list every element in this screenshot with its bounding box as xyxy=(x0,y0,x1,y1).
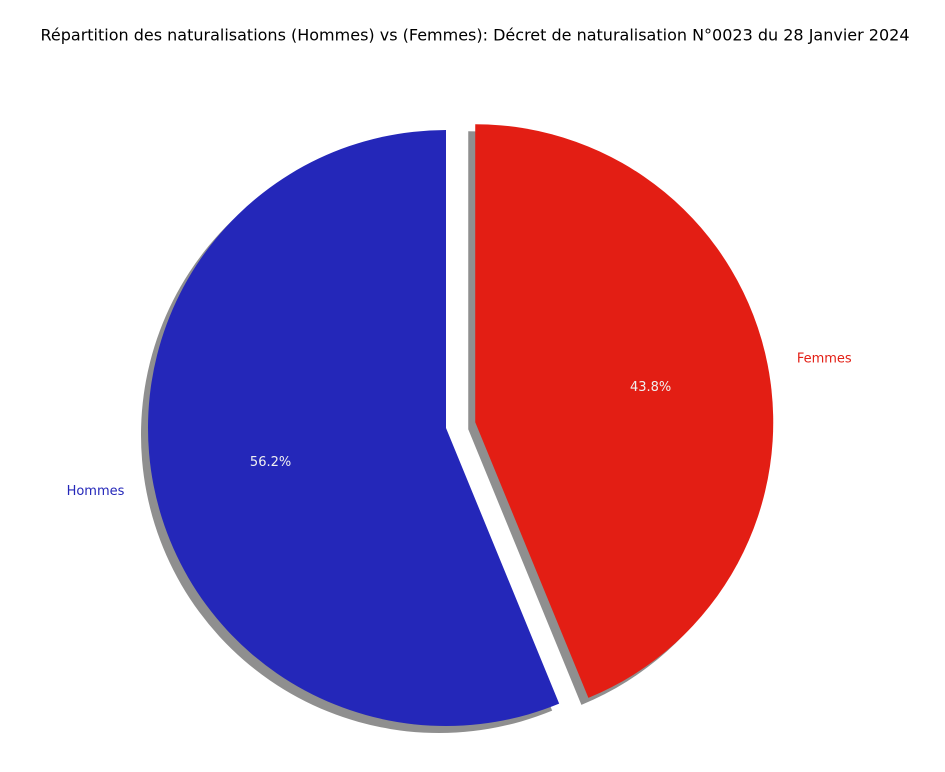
slice xyxy=(148,130,560,727)
slice xyxy=(475,124,774,698)
chart-title: Répartition des naturalisations (Hommes)… xyxy=(40,26,909,45)
slice-label: Femmes xyxy=(797,351,852,366)
value-label: 56.2% xyxy=(250,455,291,470)
value-label: 43.8% xyxy=(630,380,671,395)
slice-label: Hommes xyxy=(67,484,125,499)
